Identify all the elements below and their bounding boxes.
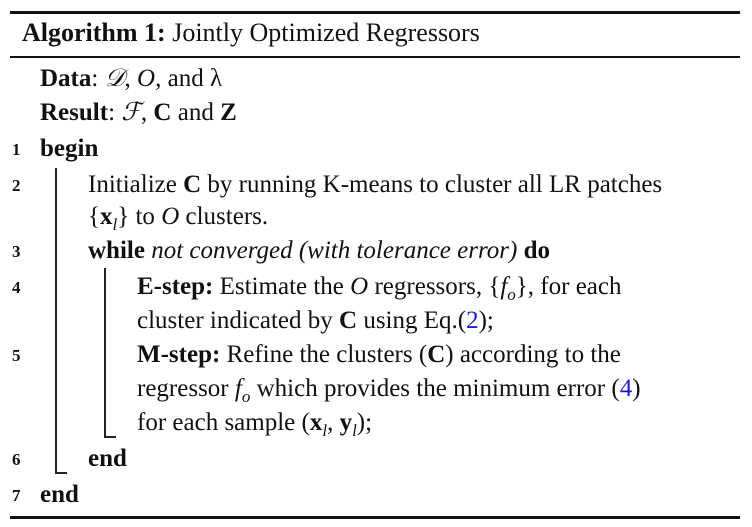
estep-f-subscript: o xyxy=(507,285,516,304)
result-z-symbol: Z xyxy=(220,99,237,126)
mstep3-y-subscript: l xyxy=(352,421,357,440)
caption-label: Algorithm 1: xyxy=(22,18,166,47)
estep-line-2: cluster indicated by C using Eq.(2); xyxy=(137,306,494,336)
result-sep: : xyxy=(108,99,122,126)
data-line: Data: 𝒟, O, and λ xyxy=(40,64,222,94)
begin-keyword: begin xyxy=(40,135,99,162)
init2-brace-close: } xyxy=(117,203,130,230)
init2-o-symbol: O xyxy=(161,203,180,230)
line-number-2: 2 xyxy=(12,176,21,195)
mstep3-x-subscript: l xyxy=(322,421,328,440)
init2-brace-open: { xyxy=(88,203,100,230)
data-comma: , xyxy=(124,65,138,92)
do-keyword: do xyxy=(523,237,550,264)
estep2-text-b: using Eq.( xyxy=(357,307,467,334)
estep-f-symbol: f xyxy=(500,273,508,300)
equation-ref-2[interactable]: 2 xyxy=(466,307,479,334)
mstep-c-symbol: C xyxy=(427,341,446,368)
init2-rest: clusters. xyxy=(179,203,269,230)
estep-text-a: Estimate the xyxy=(213,273,351,300)
while-line: while not converged (with tolerance erro… xyxy=(88,236,550,266)
line-number-1: 1 xyxy=(12,140,21,159)
mstep3-comma: , xyxy=(327,409,340,436)
mstep2-text-b: which provides the minimum error ( xyxy=(250,375,620,402)
init-text-b: by running K-means to cluster all LR pat… xyxy=(201,171,663,198)
mstep-text-a: Refine the clusters ( xyxy=(220,341,428,368)
estep2-close: ); xyxy=(478,307,494,334)
mstep3-close: ); xyxy=(356,409,373,436)
mstep-label: M-step: xyxy=(137,341,221,368)
mstep-text-b: ) according to the xyxy=(445,341,621,368)
while-block-tick xyxy=(104,436,116,438)
init-c-symbol: C xyxy=(183,171,202,198)
init2-subscript: l xyxy=(112,215,118,234)
mstep-line: M-step: Refine the clusters (C) accordin… xyxy=(137,340,621,370)
data-and: , and xyxy=(155,65,210,92)
end-while-keyword: end xyxy=(88,445,127,472)
data-sep: : xyxy=(91,65,105,92)
line-number-3: 3 xyxy=(12,242,21,261)
result-c-symbol: C xyxy=(153,99,172,126)
line-number-7: 7 xyxy=(12,486,21,505)
line-number-6: 6 xyxy=(12,450,21,469)
while-block-bar xyxy=(104,268,106,438)
estep-text-c: }, for each xyxy=(515,273,622,300)
mstep2-f-subscript: o xyxy=(241,387,251,406)
mstep-line-2: regressor fo which provides the minimum … xyxy=(137,374,641,412)
mstep3-y-symbol: y xyxy=(339,409,353,436)
data-o-symbol: O xyxy=(137,65,156,92)
init-text-a: Initialize xyxy=(88,171,184,198)
estep-text-b: regressors, { xyxy=(368,273,501,300)
init-line-2: {xl} to O clusters. xyxy=(88,202,268,240)
result-key: Result xyxy=(40,99,109,126)
estep2-text-a: cluster indicated by xyxy=(137,307,340,334)
init2-x-symbol: x xyxy=(100,203,113,230)
equation-ref-4[interactable]: 4 xyxy=(619,375,633,402)
estep-o-symbol: O xyxy=(350,273,369,300)
line-number-5: 5 xyxy=(12,346,21,365)
estep2-c-symbol: C xyxy=(339,307,358,334)
result-comma: , xyxy=(140,99,154,126)
caption-rule xyxy=(10,56,740,58)
end-begin-keyword: end xyxy=(40,481,79,508)
top-rule xyxy=(10,11,740,14)
begin-block-bar xyxy=(55,168,57,474)
line-number-4: 4 xyxy=(12,278,21,297)
mstep3-x-symbol: x xyxy=(309,409,323,436)
estep-label: E-step: xyxy=(137,273,214,300)
result-and: and xyxy=(171,99,221,126)
algorithm-caption: Algorithm 1: Jointly Optimized Regressor… xyxy=(22,18,480,48)
mstep2-close: ) xyxy=(632,375,641,402)
mstep2-f-symbol: f xyxy=(234,375,242,402)
init-line: Initialize C by running K-means to clust… xyxy=(88,170,662,200)
data-d-symbol: 𝒟 xyxy=(104,65,125,92)
bottom-rule xyxy=(10,516,740,519)
caption-title: Jointly Optimized Regressors xyxy=(172,18,480,47)
begin-block-tick xyxy=(55,472,67,474)
result-line: Result: ℱ, C and Z xyxy=(40,98,237,128)
data-key: Data xyxy=(40,65,92,92)
estep-line: E-step: Estimate the O regressors, {fo},… xyxy=(137,272,622,310)
init2-to: to xyxy=(129,203,162,230)
result-f-symbol: ℱ xyxy=(121,99,141,126)
mstep3-text-a: for each sample ( xyxy=(137,409,310,436)
data-lambda-symbol: λ xyxy=(209,65,223,92)
mstep2-text-a: regressor xyxy=(137,375,235,402)
while-keyword: while xyxy=(88,237,145,264)
mstep-line-3: for each sample (xl, yl); xyxy=(137,408,372,446)
while-condition: not converged (with tolerance error) xyxy=(144,237,524,264)
